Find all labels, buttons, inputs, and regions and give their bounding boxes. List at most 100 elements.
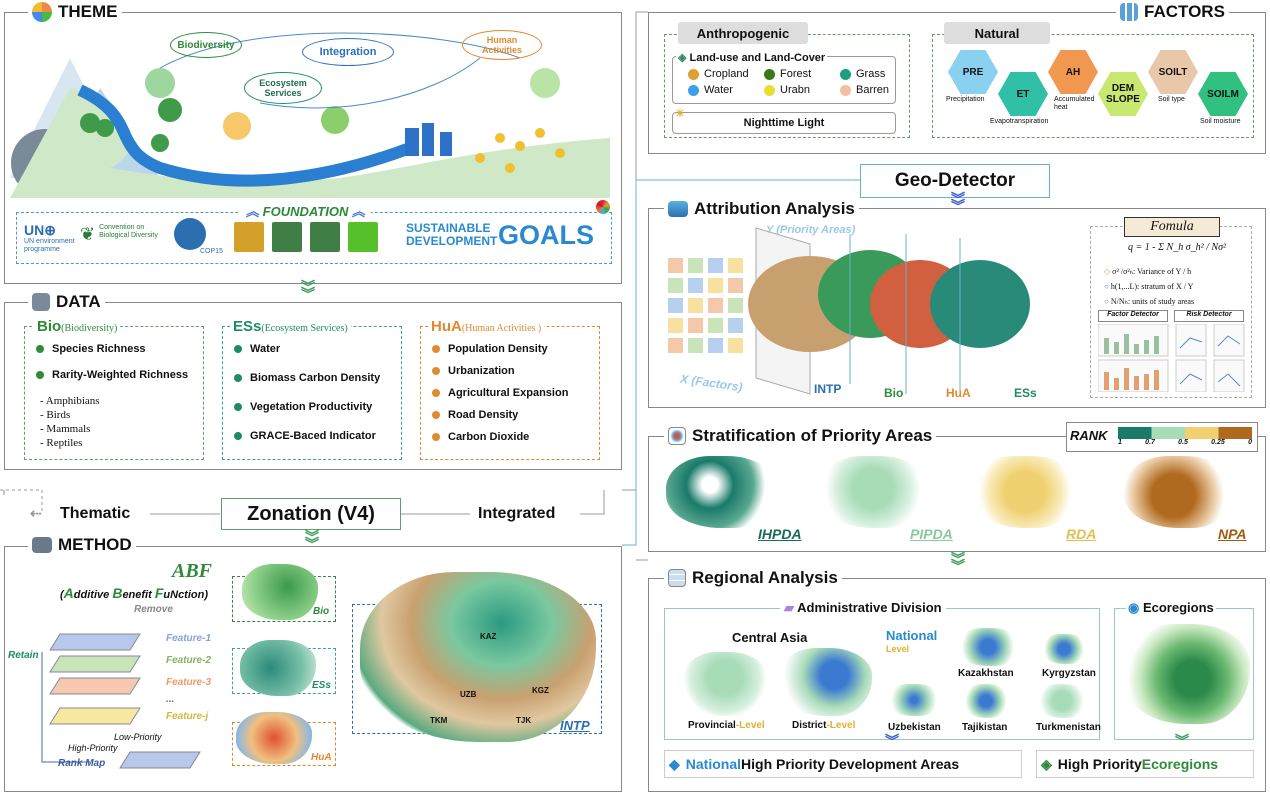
central-asia-label: Central Asia <box>732 630 808 645</box>
retain-label: Retain <box>8 650 39 661</box>
sdg-wordmark: SUSTAINABLE DEVELOPMENT GOALS <box>406 200 610 254</box>
bullet-icon <box>432 367 440 375</box>
hex-soilt: SOILT <box>1148 50 1198 94</box>
sdg-tile-11 <box>272 222 302 252</box>
leaf-icon: ❦ <box>80 224 96 244</box>
remove-label: Remove <box>134 604 173 615</box>
attribution-graphic <box>668 227 1030 395</box>
node-integration: Integration <box>302 38 394 66</box>
intp-map <box>360 572 596 742</box>
country-tkm: TKM <box>430 716 448 725</box>
double-chevron-up-icon: ︽ <box>246 204 260 219</box>
layer-hua: HuA <box>946 386 971 400</box>
uzbekistan-map <box>886 684 942 716</box>
legend-barren: Barren <box>840 84 900 96</box>
map-icon: ▰ <box>784 600 794 615</box>
factor-cell <box>688 278 703 293</box>
bio-map <box>242 564 318 620</box>
sdg-tiles <box>234 210 394 260</box>
bullet-icon <box>432 389 440 397</box>
bio-box <box>24 326 204 460</box>
feature-labels: Feature-1 Feature-2 Feature-3 ... Featur… <box>166 633 212 722</box>
factor-cell <box>688 258 703 273</box>
theme-icon <box>32 2 52 22</box>
hex-label-soilt: Soil type <box>1158 96 1185 103</box>
factor-cell <box>728 318 743 333</box>
theme-header: THEME <box>28 2 122 22</box>
list-item: Agricultural Expansion <box>432 382 568 404</box>
high-priority-ecoregions-box: ◈ High Priority Ecoregions <box>1036 750 1254 778</box>
y-label: Y (Priority Areas) <box>766 224 856 236</box>
bullet-icon <box>234 345 242 353</box>
thematic-label: Thematic <box>60 505 131 522</box>
landscape-illustration <box>10 32 610 198</box>
high-priority-label: High-Priority <box>68 743 118 753</box>
level-label: Level <box>886 644 910 654</box>
bullet-icon <box>234 432 242 440</box>
layer-j <box>49 707 141 725</box>
bio-list: Species Richness Rarity-Weighted Richnes… <box>36 338 188 450</box>
legend-swatch <box>688 68 699 80</box>
formula-text: q = 1 - Σ N_h σ_h² / Nσ² <box>1128 242 1226 253</box>
factor-cell <box>708 258 723 273</box>
globe-icon: ◉ <box>1128 600 1140 615</box>
circle-icon: ○ <box>1104 297 1109 306</box>
factor-cell <box>728 298 743 313</box>
bullet-icon <box>432 411 440 419</box>
cbd-logo: ❦ Convention on Biological Diversity <box>80 224 158 244</box>
formula-notes: ◇ σ² /σ²ₕ: Variance of Y / h ○ h(1,...L)… <box>1104 264 1194 309</box>
node-biodiversity: Biodiversity <box>170 32 242 58</box>
layer-intp: INTP <box>814 382 842 396</box>
chevron-down-icon: ︾ <box>1175 733 1189 749</box>
legend-urban: Urabn <box>764 84 840 96</box>
risk-detector-label: Risk Detector <box>1174 310 1244 322</box>
rank-label: RANK <box>1070 428 1108 443</box>
pipda-map <box>818 456 928 528</box>
pipda-label: PIPDA <box>910 526 953 542</box>
bio-heading: Bio(Biodiversity) <box>34 318 121 335</box>
feature-layers <box>41 633 201 769</box>
factor-grid <box>668 258 743 353</box>
npa-map <box>1124 456 1234 528</box>
method-header: METHOD <box>28 535 136 555</box>
legend-swatch <box>840 84 851 96</box>
factor-cell <box>708 318 723 333</box>
note-row: ○ N/Nₕ: units of study areas <box>1104 297 1195 306</box>
abf-fullname: (Additive Benefit FuNction) <box>60 585 209 601</box>
ess-map-label: ESs <box>312 680 331 691</box>
list-item: Biomass Carbon Density <box>234 367 380 389</box>
layers-icon: ◈ <box>678 52 687 64</box>
chevron-down-icon: ︾ ︾ <box>951 551 965 574</box>
ihpda-label: IHPDA <box>758 526 802 542</box>
list-item: Vegetation Productivity <box>234 396 380 418</box>
sdg-tile-13 <box>310 222 340 252</box>
provincial-label: Provincial-Level <box>688 720 765 731</box>
country-kaz: KAZ <box>480 632 497 641</box>
hex-label-soilm: Soil moisture <box>1200 118 1241 125</box>
geo-detector-box: Geo-Detector <box>860 164 1050 198</box>
node-human-activities: Human Activities <box>462 30 542 60</box>
factor-cell <box>688 318 703 333</box>
factors-grid-icon <box>1120 3 1138 21</box>
lightbulb-icon: ☀ <box>675 108 685 120</box>
legend-swatch <box>688 84 699 96</box>
hua-map <box>236 712 312 764</box>
list-item: Population Density <box>432 338 568 360</box>
legend-cropland: Cropland <box>688 68 764 80</box>
national-hpda-box: ◆ National High Priority Development Area… <box>664 750 1022 778</box>
bullet-icon <box>432 433 440 441</box>
ecoregions-title: ◉ Ecoregions <box>1126 600 1216 616</box>
chevron-down-icon: ︾ <box>885 733 899 749</box>
legend-swatch <box>764 68 775 80</box>
layer-rank <box>119 751 201 769</box>
bullet-icon <box>36 371 44 379</box>
hua-box <box>420 326 600 460</box>
cube-icon <box>32 293 50 311</box>
factor-cell <box>688 298 703 313</box>
country-uzb: UZB <box>460 690 477 699</box>
attribution-header: Attribution Analysis <box>664 199 859 219</box>
country-kgz: KGZ <box>532 686 549 695</box>
lulc-title: ◈ Land-use and Land-Cover <box>676 51 828 64</box>
detector-thumbnails <box>1098 324 1245 392</box>
admin-title: ▰ Administrative Division <box>780 600 946 616</box>
